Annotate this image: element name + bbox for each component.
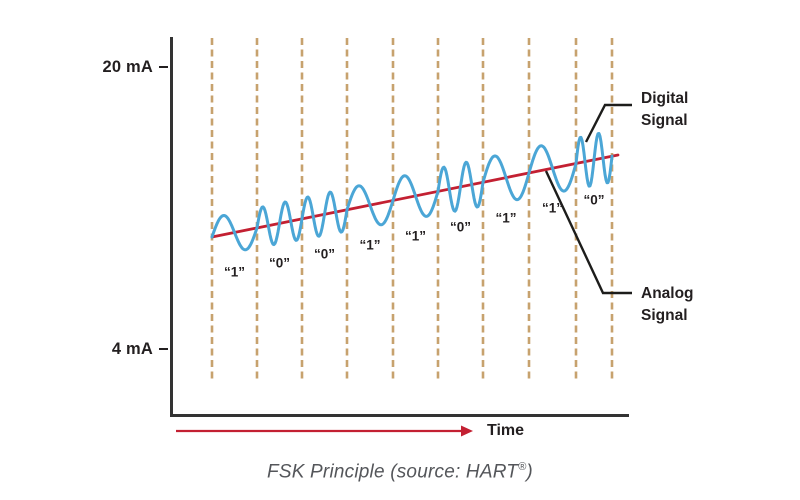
digital-signal-label: Digital Signal <box>641 90 689 129</box>
y-tick-mark <box>159 347 168 351</box>
bit-label-9: “0” <box>583 192 605 208</box>
caption-text: FSK Principle (source: HART <box>267 461 519 483</box>
time-arrow-head <box>461 425 473 437</box>
digital-pointer-line <box>584 103 632 143</box>
bit-label-1: “1” <box>223 264 246 280</box>
y-tick-20ma-label: 20 mA <box>102 57 153 76</box>
analog-signal-label: Analog Signal <box>641 285 694 324</box>
bit-label-2: “0” <box>268 255 291 271</box>
figure-caption: FSK Principle (source: HART®) <box>0 461 800 483</box>
x-axis-label: Time <box>487 422 525 439</box>
bit-label-5: “1” <box>404 228 427 244</box>
y-tick-20ma: 20 mA <box>0 56 168 78</box>
bit-label-7: “1” <box>495 210 517 226</box>
y-tick-mark <box>159 65 168 69</box>
bit-label-6: “0” <box>449 219 472 235</box>
bit-label-3: “0” <box>313 246 336 262</box>
analog-pointer-line <box>544 170 632 295</box>
bit-label-8: “1” <box>541 200 564 216</box>
registered-trademark-symbol: ® <box>518 461 527 473</box>
caption-close: ) <box>526 461 533 483</box>
y-tick-4ma: 4 mA <box>0 338 168 360</box>
bit-label-4: “1” <box>359 237 381 253</box>
y-tick-4ma-label: 4 mA <box>111 339 153 358</box>
digital-signal-wave <box>210 132 614 252</box>
